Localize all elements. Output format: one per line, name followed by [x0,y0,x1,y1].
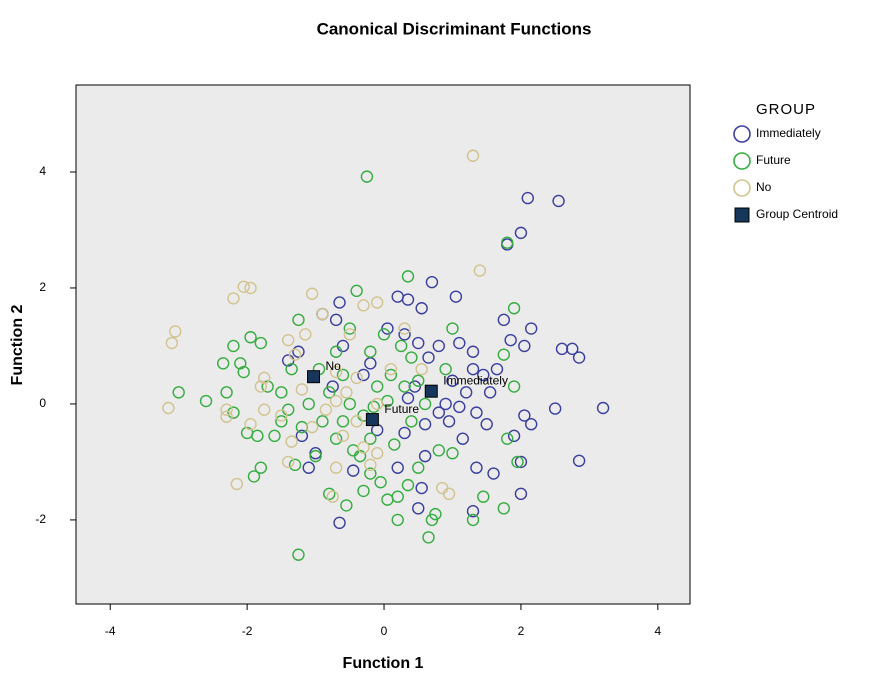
y-tick-label: -2 [35,512,46,526]
centroid [425,385,437,397]
y-tick-label: 2 [39,280,46,294]
legend-marker [734,180,750,196]
chart-title: Canonical Discriminant Functions [317,19,592,38]
x-tick-label: 4 [654,624,661,638]
chart: Canonical Discriminant Functions Functio… [0,0,869,675]
legend-label: No [756,180,772,194]
x-tick-label: 0 [381,624,388,638]
plot-area [76,85,690,604]
centroid-label: Future [384,402,419,416]
legend-label: Future [756,153,791,167]
centroid-label: No [326,359,342,373]
legend-label: Group Centroid [756,207,838,221]
centroid [308,371,320,383]
legend-marker [734,153,750,169]
x-tick-label: -4 [105,624,116,638]
legend-title: GROUP [756,101,816,118]
y-axis-title: Function 2 [9,304,26,385]
legend-marker [734,126,750,142]
legend-marker [735,208,749,222]
y-tick-label: 4 [39,164,46,178]
centroid-label: Immediately [443,373,508,387]
x-axis-title: Function 1 [343,655,424,672]
x-tick-label: -2 [242,624,253,638]
legend-label: Immediately [756,126,821,140]
y-tick-label: 0 [39,396,46,410]
x-tick-label: 2 [518,624,525,638]
centroid [366,414,378,426]
